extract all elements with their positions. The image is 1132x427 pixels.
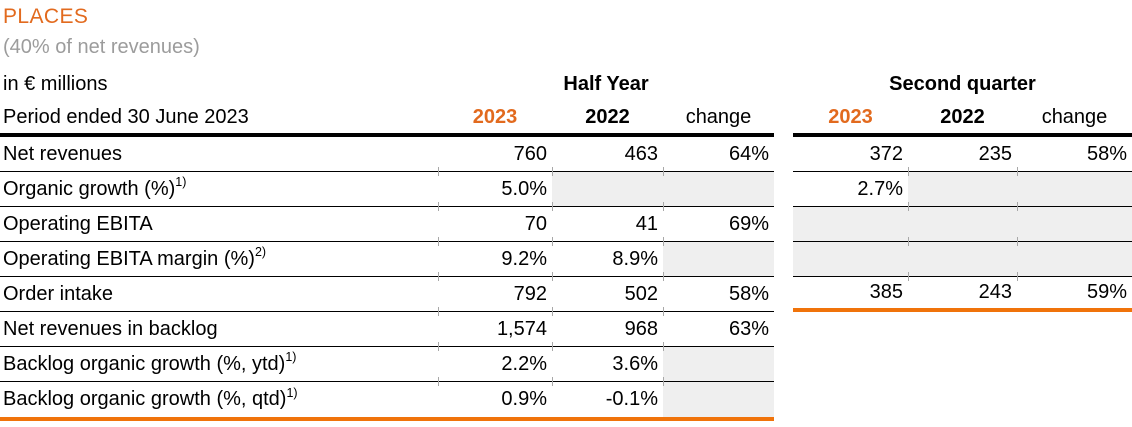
row-label-operating-ebita: Operating EBITA bbox=[0, 207, 438, 242]
cell-backlog-organic-growth-ytd-hy-2022: 3.6% bbox=[552, 347, 663, 386]
col-header-q2-change: change bbox=[1017, 100, 1132, 137]
period-label: Period ended 30 June 2023 bbox=[0, 100, 438, 137]
cell-net-revenues-hy-change: 64% bbox=[663, 137, 774, 176]
cell-order-intake-hy-change: 58% bbox=[663, 277, 774, 316]
cell-operating-ebita-q2-change bbox=[1017, 207, 1132, 246]
page-subtitle: (40% of net revenues) bbox=[3, 36, 200, 58]
cell-organic-growth-q2-change bbox=[1017, 172, 1132, 211]
cell-organic-growth-q2-2022 bbox=[908, 172, 1017, 211]
cell-operating-ebita-hy-2023: 70 bbox=[438, 207, 552, 246]
financial-table: in € millions Half Year Second quarter P… bbox=[0, 68, 1132, 417]
row-label-text: Backlog organic growth (%, qtd) bbox=[3, 388, 287, 410]
cell-blank bbox=[793, 347, 908, 382]
cell-operating-ebita-margin-hy-change bbox=[663, 242, 774, 281]
cell-organic-growth-q2-2023: 2.7% bbox=[793, 172, 908, 207]
cell-backlog-organic-growth-ytd-hy-change bbox=[663, 347, 774, 386]
cell-operating-ebita-hy-change: 69% bbox=[663, 207, 774, 246]
column-gap bbox=[774, 312, 793, 347]
row-label-organic-growth: Organic growth (%) 1) bbox=[0, 172, 438, 207]
row-label-net-revenues: Net revenues bbox=[0, 137, 438, 172]
cell-operating-ebita-margin-q2-2022 bbox=[908, 242, 1017, 281]
row-label-text: Order intake bbox=[3, 282, 114, 305]
row-label-text: Net revenues in backlog bbox=[3, 317, 218, 340]
cell-order-intake-q2-2022: 243 bbox=[908, 277, 1017, 312]
cell-blank bbox=[908, 312, 1017, 347]
cell-blank bbox=[908, 347, 1017, 382]
cell-backlog-organic-growth-qtd-hy-2023: 0.9% bbox=[501, 388, 547, 410]
cell-organic-growth-hy-2023: 5.0% bbox=[438, 172, 552, 211]
page-title: PLACES bbox=[3, 5, 89, 28]
cell-net-revenues-hy-2023: 760 bbox=[438, 137, 552, 176]
column-gap bbox=[774, 347, 793, 382]
cell-order-intake-hy-2023: 792 bbox=[438, 277, 552, 316]
cell-blank bbox=[793, 382, 908, 417]
group-header-second-quarter: Second quarter bbox=[889, 73, 1036, 95]
col-header-hy-2023: 2023 bbox=[438, 100, 552, 137]
row-label-text: Organic growth (%) bbox=[3, 177, 176, 200]
column-gap bbox=[774, 172, 793, 207]
col-header-hy-2022: 2022 bbox=[552, 100, 663, 137]
cell-operating-ebita-margin-hy-2023: 9.2% bbox=[438, 242, 552, 281]
cell-backlog-organic-growth-ytd-hy-2023: 2.2% bbox=[438, 347, 552, 386]
column-gap bbox=[774, 382, 793, 417]
col-header-q2-2022: 2022 bbox=[908, 100, 1017, 137]
cell-backlog-organic-growth-qtd-hy-change bbox=[663, 382, 774, 417]
cell-net-revenues-q2-change: 58% bbox=[1017, 137, 1132, 176]
cell-blank bbox=[1017, 312, 1132, 347]
column-gap bbox=[774, 207, 793, 242]
row-label-text: Backlog organic growth (%, ytd) bbox=[3, 352, 286, 375]
cell-operating-ebita-margin-hy-2022: 8.9% bbox=[552, 242, 663, 281]
col-header-hy-change: change bbox=[663, 100, 774, 137]
cell-blank bbox=[1017, 347, 1132, 382]
row-label-text: Operating EBITA margin (%) bbox=[3, 247, 255, 270]
row-label-net-revenues-in-backlog: Net revenues in backlog bbox=[0, 312, 438, 347]
cell-backlog-organic-growth-qtd-hy-2022: -0.1% bbox=[605, 388, 658, 410]
cell-operating-ebita-margin-q2-change bbox=[1017, 242, 1132, 281]
group-header-half-year: Half Year bbox=[563, 73, 649, 95]
cell-net-revenues-in-backlog-hy-2023: 1,574 bbox=[438, 312, 552, 351]
column-gap bbox=[774, 137, 793, 172]
cell-net-revenues-in-backlog-hy-change: 63% bbox=[663, 312, 774, 351]
cell-order-intake-q2-2023: 385 bbox=[793, 277, 908, 312]
cell-blank bbox=[908, 382, 1017, 417]
row-label-backlog-organic-growth-qtd: Backlog organic growth (%, qtd) 1) bbox=[3, 385, 298, 410]
column-gap bbox=[774, 68, 793, 100]
row-label-text: Net revenues bbox=[3, 142, 122, 165]
row-label-order-intake: Order intake bbox=[0, 277, 438, 312]
row-label-backlog-organic-growth-ytd: Backlog organic growth (%, ytd) 1) bbox=[0, 347, 438, 382]
cell-net-revenues-q2-2022: 235 bbox=[908, 137, 1017, 176]
cell-organic-growth-hy-change bbox=[663, 172, 774, 211]
cell-operating-ebita-q2-2022 bbox=[908, 207, 1017, 246]
row-label-text: Operating EBITA bbox=[3, 212, 153, 235]
cell-operating-ebita-margin-q2-2023 bbox=[793, 242, 908, 277]
table-bottom-rule bbox=[0, 417, 774, 421]
row-label-operating-ebita-margin: Operating EBITA margin (%) 2) bbox=[0, 242, 438, 277]
column-gap bbox=[774, 100, 793, 137]
unit-label: in € millions bbox=[3, 73, 108, 95]
column-gap bbox=[774, 277, 793, 312]
cell-net-revenues-hy-2022: 463 bbox=[552, 137, 663, 176]
cell-net-revenues-q2-2023: 372 bbox=[793, 137, 908, 172]
cell-order-intake-hy-2022: 502 bbox=[552, 277, 663, 316]
column-gap bbox=[774, 242, 793, 277]
cell-blank bbox=[1017, 382, 1132, 417]
col-header-q2-2023: 2023 bbox=[793, 100, 908, 137]
cell-operating-ebita-q2-2023 bbox=[793, 207, 908, 242]
cell-order-intake-q2-change: 59% bbox=[1017, 277, 1132, 312]
cell-blank bbox=[793, 312, 908, 347]
cell-net-revenues-in-backlog-hy-2022: 968 bbox=[552, 312, 663, 351]
cell-operating-ebita-hy-2022: 41 bbox=[552, 207, 663, 246]
cell-organic-growth-hy-2022 bbox=[552, 172, 663, 211]
